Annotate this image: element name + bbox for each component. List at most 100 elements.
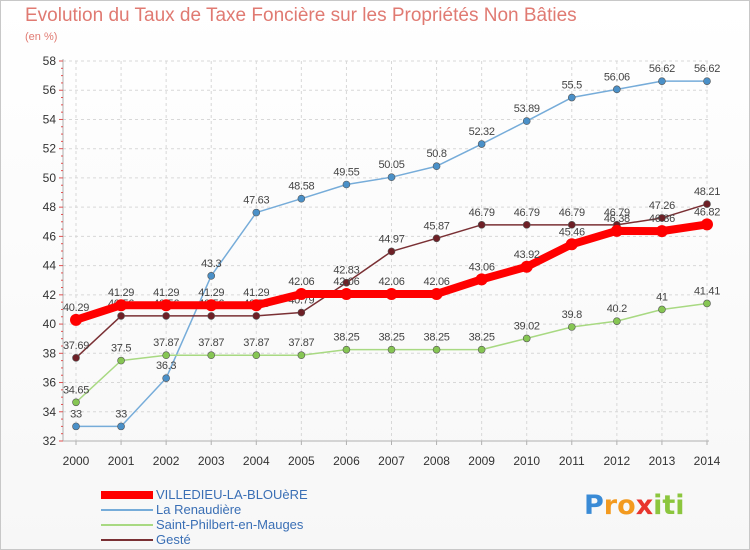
- data-label: 48.21: [694, 186, 720, 198]
- data-point: [115, 299, 128, 312]
- data-label: 41.29: [153, 287, 179, 299]
- data-label: 41: [656, 291, 668, 303]
- data-label: 46.79: [604, 207, 630, 219]
- data-point: [250, 299, 263, 312]
- y-tick-label: 58: [43, 54, 57, 68]
- data-label: 50.8: [426, 148, 446, 160]
- data-point: [703, 299, 711, 308]
- data-point: [387, 247, 396, 256]
- x-tick-label: 2009: [468, 454, 495, 468]
- data-label: 56.06: [604, 71, 630, 83]
- legend-label-saint-philbert: Saint-Philbert-en-Mauges: [156, 517, 304, 532]
- x-tick-label: 2012: [604, 454, 631, 468]
- data-label: 46.82: [694, 206, 720, 218]
- data-label: 44.97: [378, 233, 404, 245]
- data-label: 37.87: [243, 337, 269, 349]
- data-point: [701, 218, 713, 231]
- legend-swatch-geste: [101, 539, 153, 541]
- data-point: [658, 77, 666, 85]
- data-point: [477, 345, 486, 354]
- data-point: [613, 85, 621, 94]
- data-point: [162, 351, 170, 360]
- x-tick-label: 2010: [513, 454, 540, 468]
- data-point: [297, 308, 306, 317]
- data-point: [477, 221, 486, 229]
- x-tick-label: 2011: [559, 454, 585, 468]
- data-label: 41.29: [108, 287, 134, 299]
- data-label: 39.02: [514, 320, 540, 332]
- data-point: [252, 208, 261, 217]
- data-point: [610, 224, 623, 237]
- data-label: 45.87: [424, 220, 450, 232]
- y-tick-label: 38: [43, 346, 57, 360]
- data-point: [703, 77, 711, 85]
- data-point: [297, 351, 306, 360]
- data-point: [565, 238, 578, 251]
- data-point: [207, 272, 216, 280]
- data-label: 40.2: [607, 303, 627, 315]
- data-point: [522, 221, 531, 229]
- y-tick-label: 44: [43, 259, 57, 273]
- data-point: [207, 351, 216, 360]
- data-label: 33: [115, 408, 127, 420]
- data-label: 46.79: [514, 207, 540, 219]
- y-tick-label: 54: [43, 112, 57, 126]
- data-point: [567, 323, 576, 331]
- data-label: 55.5: [562, 80, 582, 92]
- logo-letter: i: [653, 490, 663, 521]
- data-label: 37.69: [63, 340, 89, 352]
- y-tick-label: 32: [43, 434, 57, 448]
- data-point: [252, 312, 261, 320]
- x-tick-label: 2006: [333, 454, 360, 468]
- data-label: 38.25: [469, 332, 495, 344]
- data-label: 47.26: [649, 200, 675, 212]
- data-point: [342, 345, 351, 354]
- data-point: [658, 214, 666, 222]
- data-label: 56.62: [694, 63, 720, 75]
- logo-letter: x: [635, 490, 654, 521]
- x-tick-label: 2013: [649, 454, 676, 468]
- data-label: 43.06: [469, 261, 495, 273]
- data-label: 38.25: [333, 332, 359, 344]
- y-tick-label: 52: [43, 142, 57, 156]
- data-label: 41.41: [694, 285, 720, 297]
- data-point: [567, 93, 576, 102]
- data-label: 50.05: [378, 159, 404, 171]
- data-label: 42.06: [424, 276, 450, 288]
- data-label: 42.06: [288, 276, 314, 288]
- data-point: [205, 299, 218, 312]
- data-label: 37.87: [153, 337, 179, 349]
- data-point: [522, 117, 531, 125]
- data-point: [432, 234, 441, 243]
- data-point: [385, 287, 398, 300]
- data-label: 37.5: [111, 343, 131, 355]
- logo-letter: P: [584, 490, 604, 521]
- data-label: 38.25: [424, 332, 450, 344]
- y-tick-label: 34: [43, 405, 57, 419]
- data-point: [297, 194, 306, 203]
- x-tick-label: 2007: [378, 454, 405, 468]
- data-label: 46.36: [649, 213, 675, 225]
- y-tick-label: 36: [43, 376, 57, 390]
- data-point: [475, 273, 488, 286]
- proxiti-logo: Proxiti: [584, 490, 685, 521]
- data-label: 46.38: [604, 213, 630, 225]
- data-point: [430, 287, 443, 300]
- data-label: 41.29: [198, 287, 224, 299]
- data-point: [117, 312, 125, 320]
- logo-letter: t: [662, 490, 676, 521]
- data-label: 47.63: [243, 195, 269, 207]
- data-point: [613, 317, 621, 325]
- data-point: [522, 334, 531, 343]
- data-label: 52.32: [469, 126, 495, 138]
- data-label: 45.46: [559, 226, 585, 238]
- data-point: [252, 351, 261, 360]
- legend-label-villedieu: VILLEDIEU-LA-BLOUèRE: [156, 487, 308, 502]
- chart-title: Evolution du Taux de Taxe Foncière sur l…: [25, 5, 577, 26]
- y-tick-label: 56: [43, 83, 57, 97]
- logo-letter: o: [617, 490, 636, 521]
- x-tick-label: 2002: [153, 454, 180, 468]
- y-tick-label: 46: [43, 229, 57, 243]
- data-label: 48.58: [288, 181, 314, 193]
- legend-swatch-saint-philbert: [101, 524, 153, 526]
